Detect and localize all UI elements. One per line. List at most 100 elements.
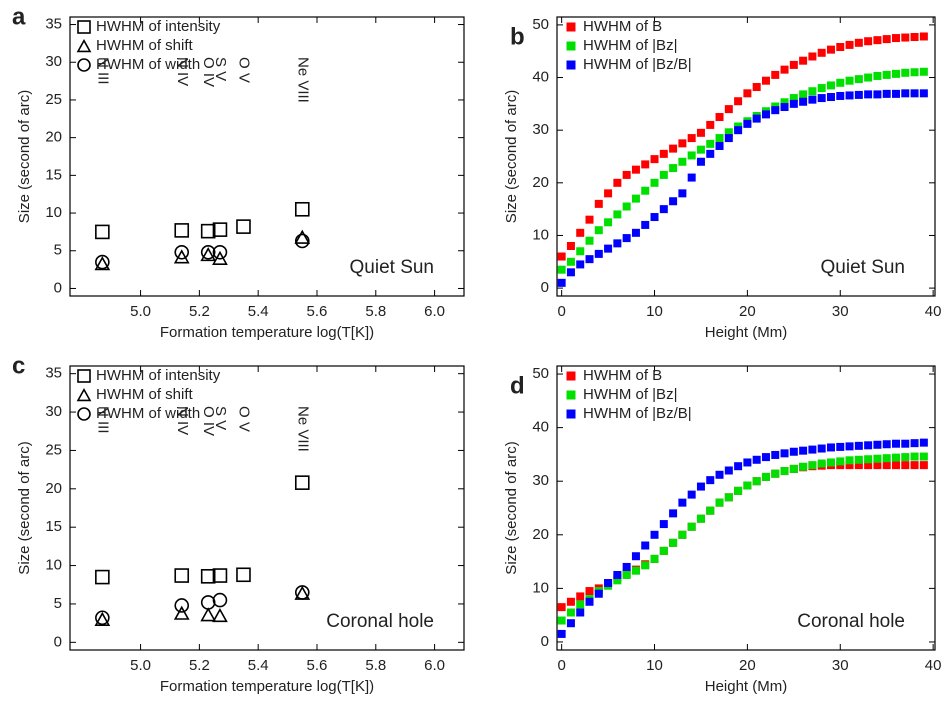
data-point xyxy=(891,69,900,78)
data-point xyxy=(687,151,696,160)
data-point xyxy=(826,81,835,90)
data-point xyxy=(873,440,882,449)
data-point xyxy=(95,569,110,585)
x-tick-label: 6.0 xyxy=(424,303,445,320)
ion-label: Ne VIII xyxy=(294,57,311,103)
legend-marker xyxy=(566,409,576,419)
data-point xyxy=(678,498,687,507)
data-point xyxy=(659,546,668,555)
data-point xyxy=(836,91,845,100)
data-point xyxy=(687,173,696,182)
plot-frame xyxy=(69,16,465,297)
data-point xyxy=(780,449,789,458)
data-point xyxy=(669,538,678,547)
data-point xyxy=(761,76,770,85)
data-point xyxy=(752,477,761,486)
y-tick-label: 5 xyxy=(54,242,62,259)
data-point xyxy=(873,71,882,80)
y-tick-label: 40 xyxy=(532,419,549,436)
data-point xyxy=(585,587,594,596)
annotation: Quiet Sun xyxy=(821,257,906,278)
data-point xyxy=(687,490,696,499)
data-point xyxy=(650,155,659,164)
data-point xyxy=(752,114,761,123)
data-point xyxy=(901,461,910,470)
data-point xyxy=(576,260,585,269)
data-point xyxy=(557,616,566,625)
panel-letter: a xyxy=(12,3,26,30)
y-tick-label: 15 xyxy=(45,518,62,535)
data-point xyxy=(752,83,761,92)
data-point xyxy=(873,461,882,470)
data-point xyxy=(715,141,724,150)
data-point xyxy=(910,33,919,42)
y-tick-label: 0 xyxy=(54,633,62,650)
data-point xyxy=(557,278,566,287)
data-point xyxy=(631,228,640,237)
data-point xyxy=(706,149,715,158)
data-point xyxy=(919,32,928,41)
x-tick-label: 20 xyxy=(739,303,756,320)
data-point xyxy=(631,566,640,575)
data-point xyxy=(817,48,826,57)
data-point xyxy=(826,93,835,102)
data-point xyxy=(789,447,798,456)
legend-marker xyxy=(77,20,91,34)
data-point xyxy=(557,252,566,261)
y-tick-label: 15 xyxy=(45,166,62,183)
data-point xyxy=(817,84,826,93)
x-tick-label: 5.4 xyxy=(248,303,269,320)
y-axis-label: Size (second of arc) xyxy=(16,90,33,223)
data-point xyxy=(743,481,752,490)
data-point xyxy=(641,160,650,169)
data-point xyxy=(613,210,622,219)
data-point xyxy=(724,105,733,114)
x-axis-label: Formation temperature log(T[K]) xyxy=(160,324,374,341)
legend-label: HWHM of width xyxy=(96,405,200,422)
ion-label: N III xyxy=(94,57,111,85)
data-point xyxy=(706,506,715,515)
data-point xyxy=(678,157,687,166)
x-tick-label: 5.2 xyxy=(189,303,210,320)
data-point xyxy=(566,268,575,277)
data-point xyxy=(173,605,190,620)
y-tick-label: 10 xyxy=(532,579,549,596)
data-point xyxy=(585,215,594,224)
data-point xyxy=(566,257,575,266)
data-point xyxy=(864,37,873,46)
plot-frame xyxy=(556,365,936,651)
legend-marker xyxy=(76,38,92,53)
data-point xyxy=(724,128,733,137)
data-point xyxy=(789,94,798,103)
data-point xyxy=(845,442,854,451)
data-point xyxy=(891,453,900,462)
data-point xyxy=(910,452,919,461)
data-point xyxy=(799,56,808,65)
data-point xyxy=(95,610,110,626)
data-point xyxy=(854,441,863,450)
data-point xyxy=(212,607,228,623)
data-point xyxy=(799,446,808,455)
x-tick-label: 0 xyxy=(557,657,565,674)
y-tick-label: 30 xyxy=(45,53,62,70)
data-point xyxy=(641,561,650,570)
data-point xyxy=(910,89,919,98)
data-point xyxy=(659,170,668,179)
data-point xyxy=(576,608,585,617)
x-tick-label: 20 xyxy=(739,657,756,674)
data-point xyxy=(622,234,631,243)
data-point xyxy=(659,149,668,158)
y-tick-label: 30 xyxy=(532,472,549,489)
legend-marker xyxy=(566,390,576,400)
data-point xyxy=(854,455,863,464)
y-tick-label: 25 xyxy=(45,441,62,458)
y-tick-label: 50 xyxy=(532,365,549,382)
data-point xyxy=(212,222,228,237)
legend-label: HWHM of B xyxy=(583,18,662,35)
data-point xyxy=(613,178,622,187)
y-tick-label: 0 xyxy=(541,633,549,650)
data-point xyxy=(771,70,780,79)
data-point xyxy=(576,228,585,237)
data-point xyxy=(873,36,882,45)
